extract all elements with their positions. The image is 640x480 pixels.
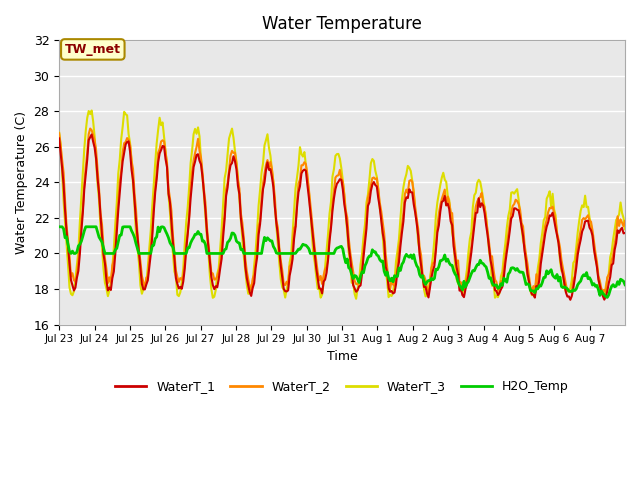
WaterT_3 (546, 189, 554, 194)
WaterT_1 (88, 132, 95, 137)
WaterT_1 (74, 268, 82, 274)
WaterT_3 (93, 180, 101, 186)
WaterT_1 (348, 268, 355, 274)
WaterT_1 (55, 135, 63, 141)
WaterT_2 (546, 205, 554, 211)
H2O_Temp (621, 282, 629, 288)
WaterT_2 (55, 131, 63, 136)
WaterT_2 (86, 126, 94, 132)
X-axis label: Time: Time (326, 350, 358, 363)
Y-axis label: Water Temperature (C): Water Temperature (C) (15, 111, 28, 254)
H2O_Temp (459, 287, 467, 293)
WaterT_1 (545, 219, 552, 225)
WaterT_3 (620, 215, 627, 221)
Title: Water Temperature: Water Temperature (262, 15, 422, 33)
WaterT_2 (348, 260, 355, 265)
WaterT_1 (93, 176, 101, 181)
H2O_Temp (618, 277, 626, 283)
Line: H2O_Temp: H2O_Temp (59, 227, 625, 298)
WaterT_3 (55, 130, 63, 135)
H2O_Temp (543, 268, 550, 274)
Text: TW_met: TW_met (65, 43, 121, 56)
WaterT_2 (621, 218, 629, 224)
Legend: WaterT_1, WaterT_2, WaterT_3, H2O_Temp: WaterT_1, WaterT_2, WaterT_3, H2O_Temp (110, 375, 574, 398)
WaterT_2 (74, 257, 82, 263)
Line: WaterT_3: WaterT_3 (59, 110, 625, 299)
WaterT_2 (620, 224, 627, 229)
H2O_Temp (604, 295, 611, 300)
H2O_Temp (92, 224, 100, 229)
WaterT_1 (621, 230, 629, 236)
WaterT_1 (566, 297, 574, 303)
WaterT_2 (531, 291, 539, 297)
WaterT_3 (348, 280, 355, 286)
WaterT_1 (620, 230, 627, 236)
Line: WaterT_2: WaterT_2 (59, 129, 625, 294)
WaterT_3 (461, 277, 469, 283)
WaterT_3 (74, 248, 82, 254)
Line: WaterT_1: WaterT_1 (59, 134, 625, 300)
WaterT_3 (621, 226, 629, 232)
WaterT_2 (93, 167, 101, 172)
H2O_Temp (55, 224, 63, 229)
WaterT_3 (352, 296, 360, 301)
H2O_Temp (346, 266, 354, 272)
WaterT_1 (460, 294, 468, 300)
H2O_Temp (74, 243, 82, 249)
WaterT_2 (460, 287, 468, 292)
WaterT_3 (88, 108, 95, 113)
